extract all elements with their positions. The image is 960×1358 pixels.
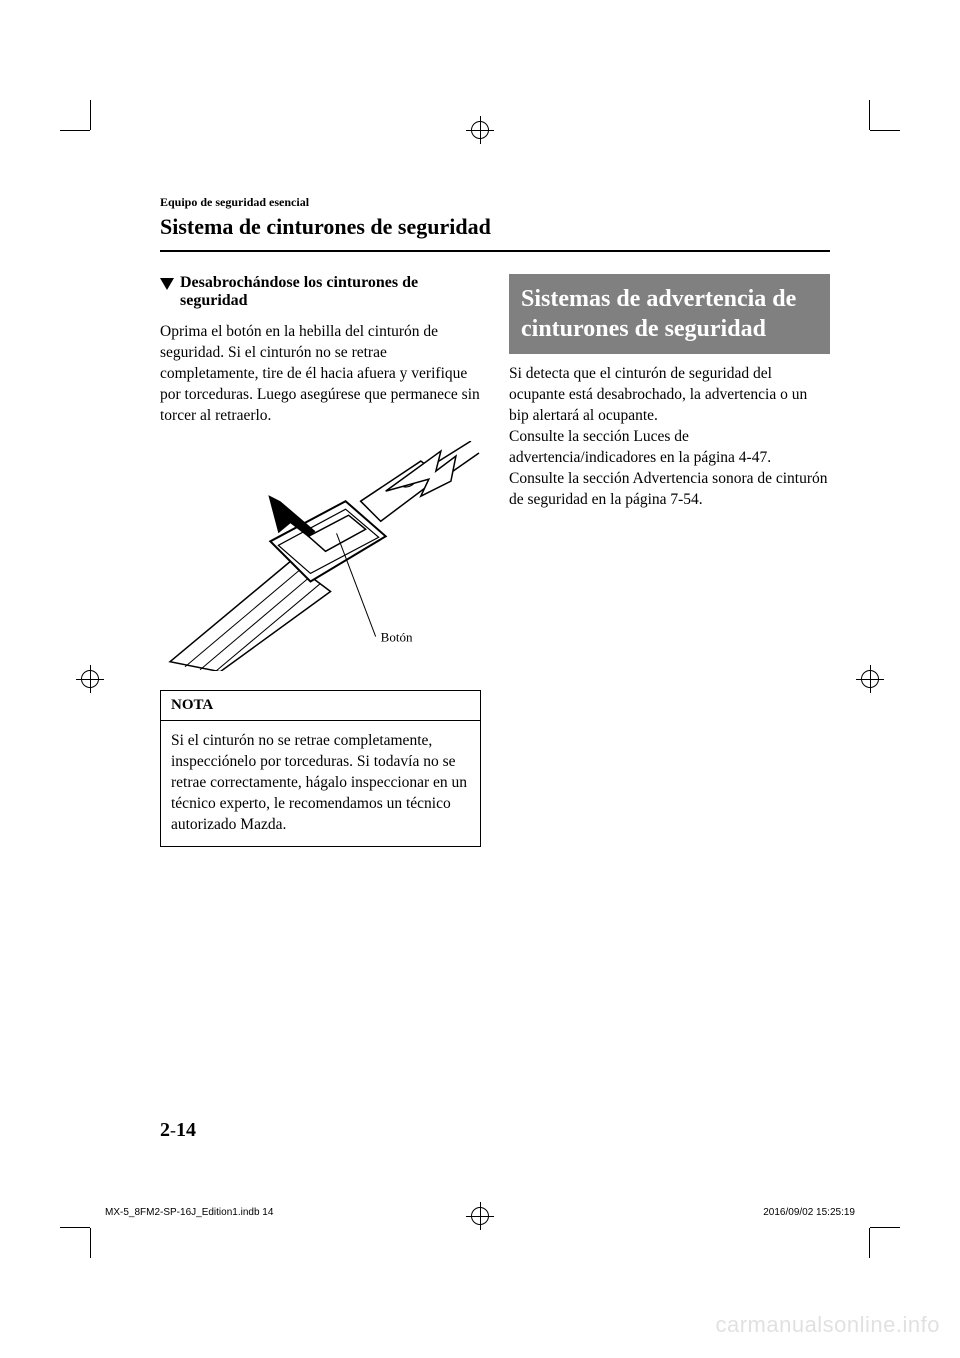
registration-mark-icon [466,1202,494,1230]
registration-mark-icon [466,116,494,144]
watermark: carmanualsonline.info [715,1312,940,1338]
crop-mark [869,100,870,130]
crop-mark [90,1228,91,1258]
body-paragraph: Consulte la sección Advertencia sonora d… [509,469,830,511]
page-content: Equipo de seguridad esencial Sistema de … [160,195,830,847]
page-number-page: 14 [176,1119,196,1141]
right-column: Sistemas de advertencia de cinturones de… [509,274,830,847]
header-large: Sistema de cinturones de seguridad [160,214,830,240]
illustration-label: Botón [381,629,413,644]
footer-right: 2016/09/02 15:25:19 [763,1207,855,1218]
header-small: Equipo de seguridad esencial [160,195,830,210]
nota-title: NOTA [161,691,480,721]
body-paragraph: Si detecta que el cinturón de seguridad … [509,364,830,427]
subsection-heading: Desabrochándose los cinturones de seguri… [160,274,481,310]
crop-mark [60,1227,90,1228]
registration-mark-icon [856,665,884,693]
registration-mark-icon [76,665,104,693]
section-title-box: Sistemas de advertencia de cinturones de… [509,274,830,354]
triangle-down-icon [160,278,174,290]
nota-box: NOTA Si el cinturón no se retrae complet… [160,690,481,847]
body-paragraph: Consulte la sección Luces de advertencia… [509,427,830,469]
footer-left: MX-5_8FM2-SP-16J_Edition1.indb 14 [105,1207,273,1218]
crop-mark [869,1228,870,1258]
page-number-section: 2 [160,1119,170,1141]
crop-mark [60,130,90,131]
left-column: Desabrochándose los cinturones de seguri… [160,274,481,847]
crop-mark [90,100,91,130]
crop-mark [870,130,900,131]
crop-mark [870,1227,900,1228]
header-rule [160,250,830,252]
page-number: 2-14 [160,1119,196,1142]
nota-body: Si el cinturón no se retrae completament… [161,721,480,846]
body-paragraph: Oprima el botón en la hebilla del cintur… [160,322,481,427]
subsection-heading-text: Desabrochándose los cinturones de seguri… [180,274,481,310]
seatbelt-buckle-illustration: Botón [160,441,481,672]
